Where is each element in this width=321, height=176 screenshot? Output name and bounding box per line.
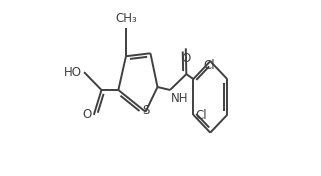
Text: O: O [181, 52, 190, 65]
Text: S: S [143, 104, 150, 117]
Text: O: O [82, 108, 91, 121]
Text: Cl: Cl [195, 109, 207, 122]
Text: HO: HO [64, 66, 82, 79]
Text: CH₃: CH₃ [115, 12, 137, 25]
Text: NH: NH [171, 92, 188, 105]
Text: Cl: Cl [204, 59, 215, 72]
